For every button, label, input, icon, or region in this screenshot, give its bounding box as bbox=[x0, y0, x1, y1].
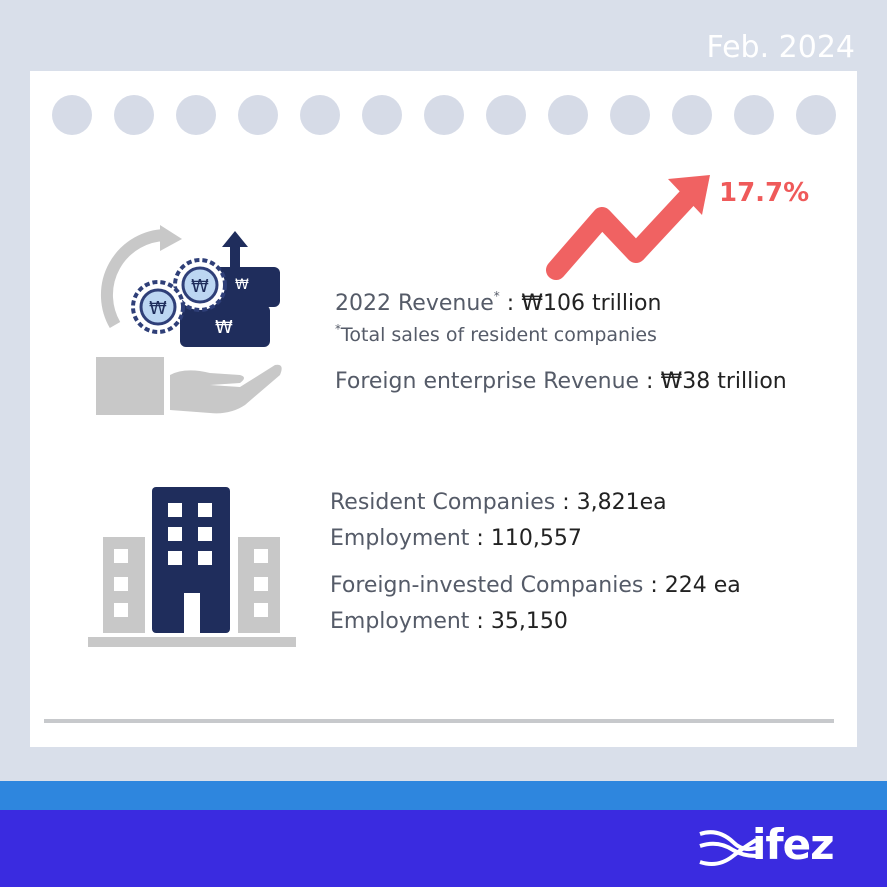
date-label: Feb. 2024 bbox=[706, 30, 855, 65]
employment-separator: : bbox=[469, 526, 491, 551]
binder-holes bbox=[52, 95, 842, 135]
foreign-revenue-value: ₩38 trillion bbox=[660, 369, 787, 394]
employment-line: Employment : 110,557 bbox=[330, 526, 582, 551]
employment-value: 110,557 bbox=[490, 526, 582, 551]
resident-companies-separator: : bbox=[555, 490, 577, 515]
note-text: Total sales of resident companies bbox=[341, 324, 657, 346]
foreign-companies-label: Foreign-invested Companies bbox=[330, 573, 644, 598]
foreign-employment-line: Employment : 35,150 bbox=[330, 609, 568, 634]
revenue-label: 2022 Revenue bbox=[335, 291, 494, 316]
svg-text:₩: ₩ bbox=[215, 317, 233, 338]
money-growth-hand-icon: ₩ ₩ ₩ ₩ bbox=[96, 225, 282, 415]
divider bbox=[44, 719, 834, 723]
svg-text:₩: ₩ bbox=[235, 277, 249, 293]
binder-hole bbox=[734, 95, 774, 135]
revenue-marker: * bbox=[493, 289, 500, 303]
binder-hole bbox=[176, 95, 216, 135]
binder-hole bbox=[300, 95, 340, 135]
info-card bbox=[30, 71, 857, 747]
foreign-employment-label: Employment bbox=[330, 609, 470, 634]
binder-hole bbox=[548, 95, 588, 135]
growth-percent: 17.7% bbox=[719, 178, 810, 208]
building-icon bbox=[88, 487, 296, 647]
footer-band-light bbox=[0, 781, 887, 810]
ifez-logo-mark bbox=[699, 830, 758, 866]
svg-text:₩: ₩ bbox=[149, 298, 167, 319]
binder-hole bbox=[796, 95, 836, 135]
foreign-employment-separator: : bbox=[469, 609, 491, 634]
revenue-value: ₩106 trillion bbox=[521, 291, 662, 316]
revenue-separator: : bbox=[499, 291, 522, 316]
foreign-revenue-label: Foreign enterprise Revenue bbox=[335, 369, 640, 394]
employment-label: Employment bbox=[330, 526, 470, 551]
foreign-companies-separator: : bbox=[643, 573, 665, 598]
ifez-logo: ifez bbox=[752, 820, 835, 869]
binder-hole bbox=[672, 95, 712, 135]
note-marker: * bbox=[335, 322, 341, 336]
trend-up-arrow-icon bbox=[546, 175, 710, 280]
binder-hole bbox=[486, 95, 526, 135]
revenue-line: 2022 Revenue* : ₩106 trillion bbox=[335, 289, 662, 316]
binder-hole bbox=[362, 95, 402, 135]
binder-hole bbox=[610, 95, 650, 135]
foreign-employment-value: 35,150 bbox=[490, 609, 568, 634]
revenue-note: *Total sales of resident companies bbox=[335, 322, 657, 346]
resident-companies-value: 3,821ea bbox=[576, 490, 667, 515]
binder-hole bbox=[238, 95, 278, 135]
resident-companies-line: Resident Companies : 3,821ea bbox=[330, 490, 667, 515]
foreign-revenue-line: Foreign enterprise Revenue : ₩38 trillio… bbox=[335, 369, 787, 394]
binder-hole bbox=[424, 95, 464, 135]
foreign-companies-line: Foreign-invested Companies : 224 ea bbox=[330, 573, 741, 598]
binder-hole bbox=[114, 95, 154, 135]
svg-text:₩: ₩ bbox=[191, 276, 209, 297]
resident-companies-label: Resident Companies bbox=[330, 490, 556, 515]
foreign-revenue-separator: : bbox=[639, 369, 661, 394]
foreign-companies-value: 224 ea bbox=[664, 573, 741, 598]
binder-hole bbox=[52, 95, 92, 135]
